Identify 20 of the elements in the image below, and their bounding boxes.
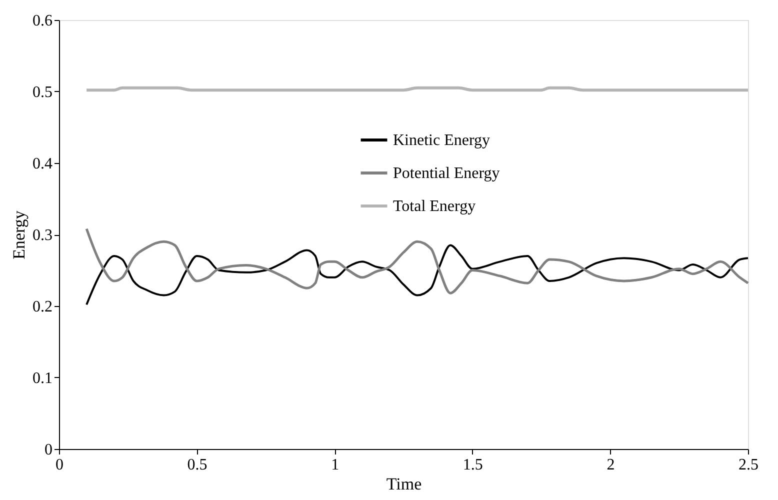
x-tick-label: 1.5 — [462, 456, 483, 474]
y-axis-title: Energy — [10, 210, 28, 260]
x-tick-label: 0 — [56, 456, 64, 474]
y-tick-label: 0.4 — [32, 156, 52, 172]
y-tick-label: 0.2 — [32, 298, 52, 316]
x-tick-label: 2.5 — [738, 456, 758, 474]
x-tick-label: 2 — [606, 456, 615, 474]
legend-label: Total Energy — [393, 198, 476, 215]
y-tick-label: 0.3 — [32, 227, 52, 244]
x-tick-label: 1 — [331, 456, 340, 474]
y-tick-label: 0.1 — [32, 370, 52, 387]
line-series — [86, 244, 749, 306]
line-series — [85, 228, 750, 294]
legend-label: Potential Energy — [393, 165, 500, 182]
y-tick-label: 0.6 — [32, 12, 52, 30]
legend-label: Kinetic Energy — [393, 132, 490, 149]
x-tick-label: 0.5 — [187, 456, 208, 474]
x-axis-title: Time — [386, 474, 422, 494]
y-tick-label: 0 — [44, 442, 52, 458]
y-tick-label: 0.5 — [32, 84, 52, 101]
